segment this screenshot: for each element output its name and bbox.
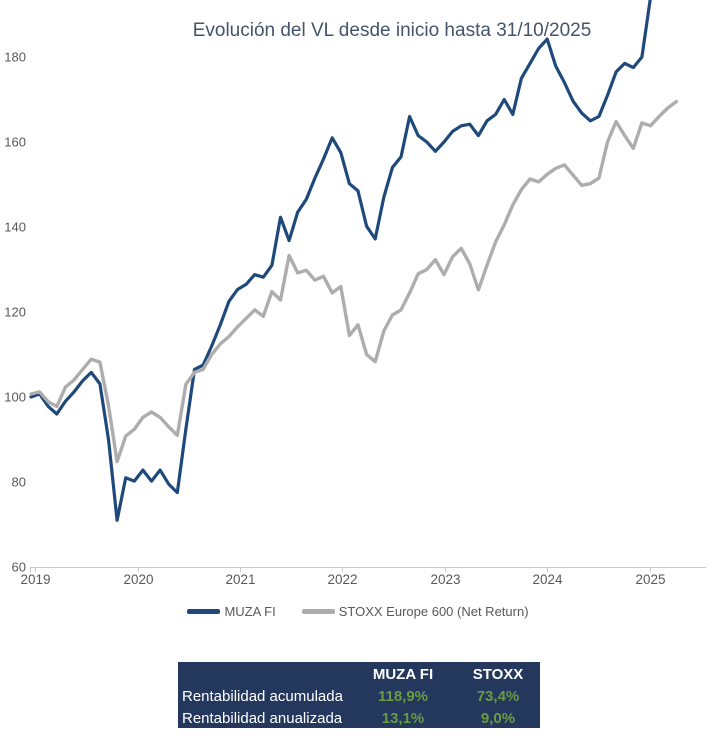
y-axis-tick-label: 180 (4, 50, 26, 65)
legend-label-stoxx: STOXX Europe 600 (Net Return) (338, 604, 529, 619)
x-axis-tick-label: 2022 (327, 572, 357, 587)
muza-annualized-value: 13,1% (381, 710, 425, 727)
y-axis-tick-label: 140 (4, 220, 26, 235)
table-row-annualized-return: Rentabilidad anualizada 13,1% 9,0% (178, 708, 540, 730)
x-axis-tick-label: 2019 (20, 572, 50, 587)
x-axis-tick-label: 2021 (225, 572, 255, 587)
x-axis-tick-label: 2024 (532, 572, 563, 587)
x-axis-tick-label: 2023 (430, 572, 460, 587)
muza-line-swatch (187, 609, 221, 614)
row-label: Rentabilidad anualizada (182, 710, 343, 727)
legend-item-muza: MUZA FI (187, 604, 276, 619)
y-axis-tick-label: 100 (4, 390, 26, 405)
row-label: Rentabilidad acumulada (182, 688, 343, 705)
performance-table: MUZA FI STOXX Rentabilidad acumulada 118… (178, 662, 540, 728)
performance-table-header-row: MUZA FI STOXX (178, 662, 540, 686)
header-empty-cell (178, 662, 350, 686)
y-axis-tick-label: 60 (12, 560, 26, 575)
series-line-muza-fi (29, 0, 652, 522)
header-stoxx: STOXX (472, 666, 524, 683)
vl-evolution-chart: 2019 2020 2021 2022 2023 2024 2025 60 80 100 120 14… (4, 0, 706, 587)
stoxx-cumulative-value: 73,4% (476, 688, 520, 705)
muza-cumulative-value: 118,9% (377, 688, 429, 705)
x-axis-tick-label: 2020 (123, 572, 153, 587)
x-axis-tick-label: 2025 (635, 572, 665, 587)
series-line-stoxx (29, 99, 678, 464)
y-axis-tick-label: 160 (4, 135, 26, 150)
chart-title: Evolución del VL desde inicio hasta 31/1… (192, 20, 592, 41)
header-muza-fi: MUZA FI (372, 666, 434, 683)
table-row-cumulative-return: Rentabilidad acumulada 118,9% 73,4% (178, 686, 540, 708)
y-axis-tick-label: 80 (12, 475, 26, 490)
stoxx-line-swatch (301, 609, 335, 614)
stoxx-annualized-value: 9,0% (480, 710, 516, 727)
legend-item-stoxx: STOXX Europe 600 (Net Return) (301, 604, 529, 619)
y-axis-tick-label: 120 (4, 305, 26, 320)
legend-label-muza: MUZA FI (224, 604, 276, 619)
chart-legend: MUZA FI STOXX Europe 600 (Net Return) (0, 604, 716, 619)
